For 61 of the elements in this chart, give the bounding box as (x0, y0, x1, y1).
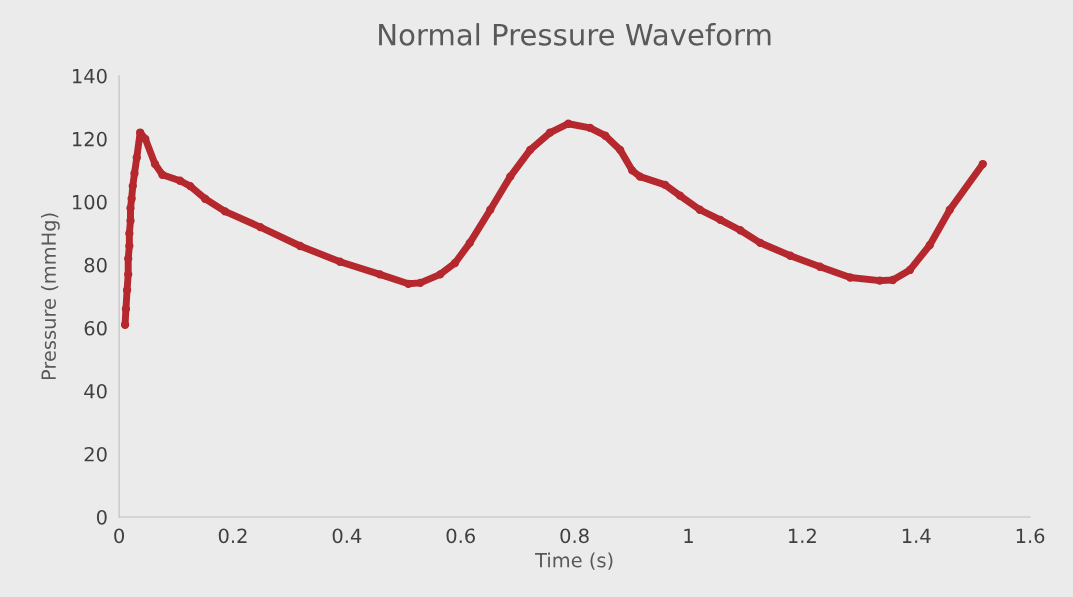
y-tick-label: 80 (84, 257, 107, 273)
y-tick-label: 40 (84, 383, 107, 399)
point (564, 119, 573, 128)
point (220, 207, 230, 216)
x-tick-label: 1.4 (902, 528, 931, 543)
point (615, 145, 625, 155)
point (736, 226, 745, 235)
point (506, 172, 515, 181)
chart-title: Normal Pressure Waveform (379, 23, 771, 46)
point (436, 270, 445, 279)
point (295, 241, 305, 251)
x-axis-title: Time (s) (535, 552, 613, 570)
y-tick-label: 20 (84, 446, 107, 462)
point (815, 262, 825, 271)
point (130, 169, 139, 178)
point (716, 215, 725, 225)
point (945, 205, 954, 214)
point (186, 181, 195, 191)
point (256, 222, 265, 232)
point (158, 170, 167, 179)
point (335, 257, 345, 266)
x-tick-label: 0 (114, 528, 124, 544)
point (756, 238, 765, 248)
point (545, 128, 555, 137)
point (660, 180, 670, 190)
x-tick-label: 1.6 (1016, 528, 1045, 544)
x-tick-label: 0.8 (560, 528, 589, 544)
point (925, 240, 935, 250)
point (635, 172, 645, 181)
point (585, 123, 595, 132)
y-tick-label: 120 (73, 131, 107, 147)
point (127, 194, 136, 203)
point (124, 270, 133, 279)
point (845, 273, 855, 282)
point (875, 276, 884, 285)
point (695, 205, 705, 214)
point (786, 251, 795, 260)
y-tick-label: 0 (96, 509, 107, 525)
y-tick-label: 60 (84, 320, 107, 336)
point (465, 238, 474, 248)
point (627, 166, 637, 175)
point (200, 194, 210, 203)
point (132, 153, 141, 162)
x-tick-label: 0.4 (332, 528, 362, 544)
point (978, 159, 987, 169)
x-tick-label: 1 (684, 528, 693, 543)
y-tick-label: 140 (73, 68, 107, 84)
point (526, 145, 535, 155)
y-axis-title: Pressure (mmHg) (40, 213, 60, 380)
point (150, 159, 160, 169)
point (905, 265, 915, 275)
point (675, 191, 685, 200)
point (175, 176, 185, 185)
x-tick-label: 0.6 (446, 528, 475, 544)
y-tick-label: 100 (73, 194, 107, 210)
point (450, 258, 460, 268)
x-tick-label: 0.2 (218, 528, 247, 544)
x-tick-label: 1.2 (789, 528, 816, 543)
point (416, 278, 425, 288)
point (486, 205, 495, 214)
point (601, 131, 610, 140)
